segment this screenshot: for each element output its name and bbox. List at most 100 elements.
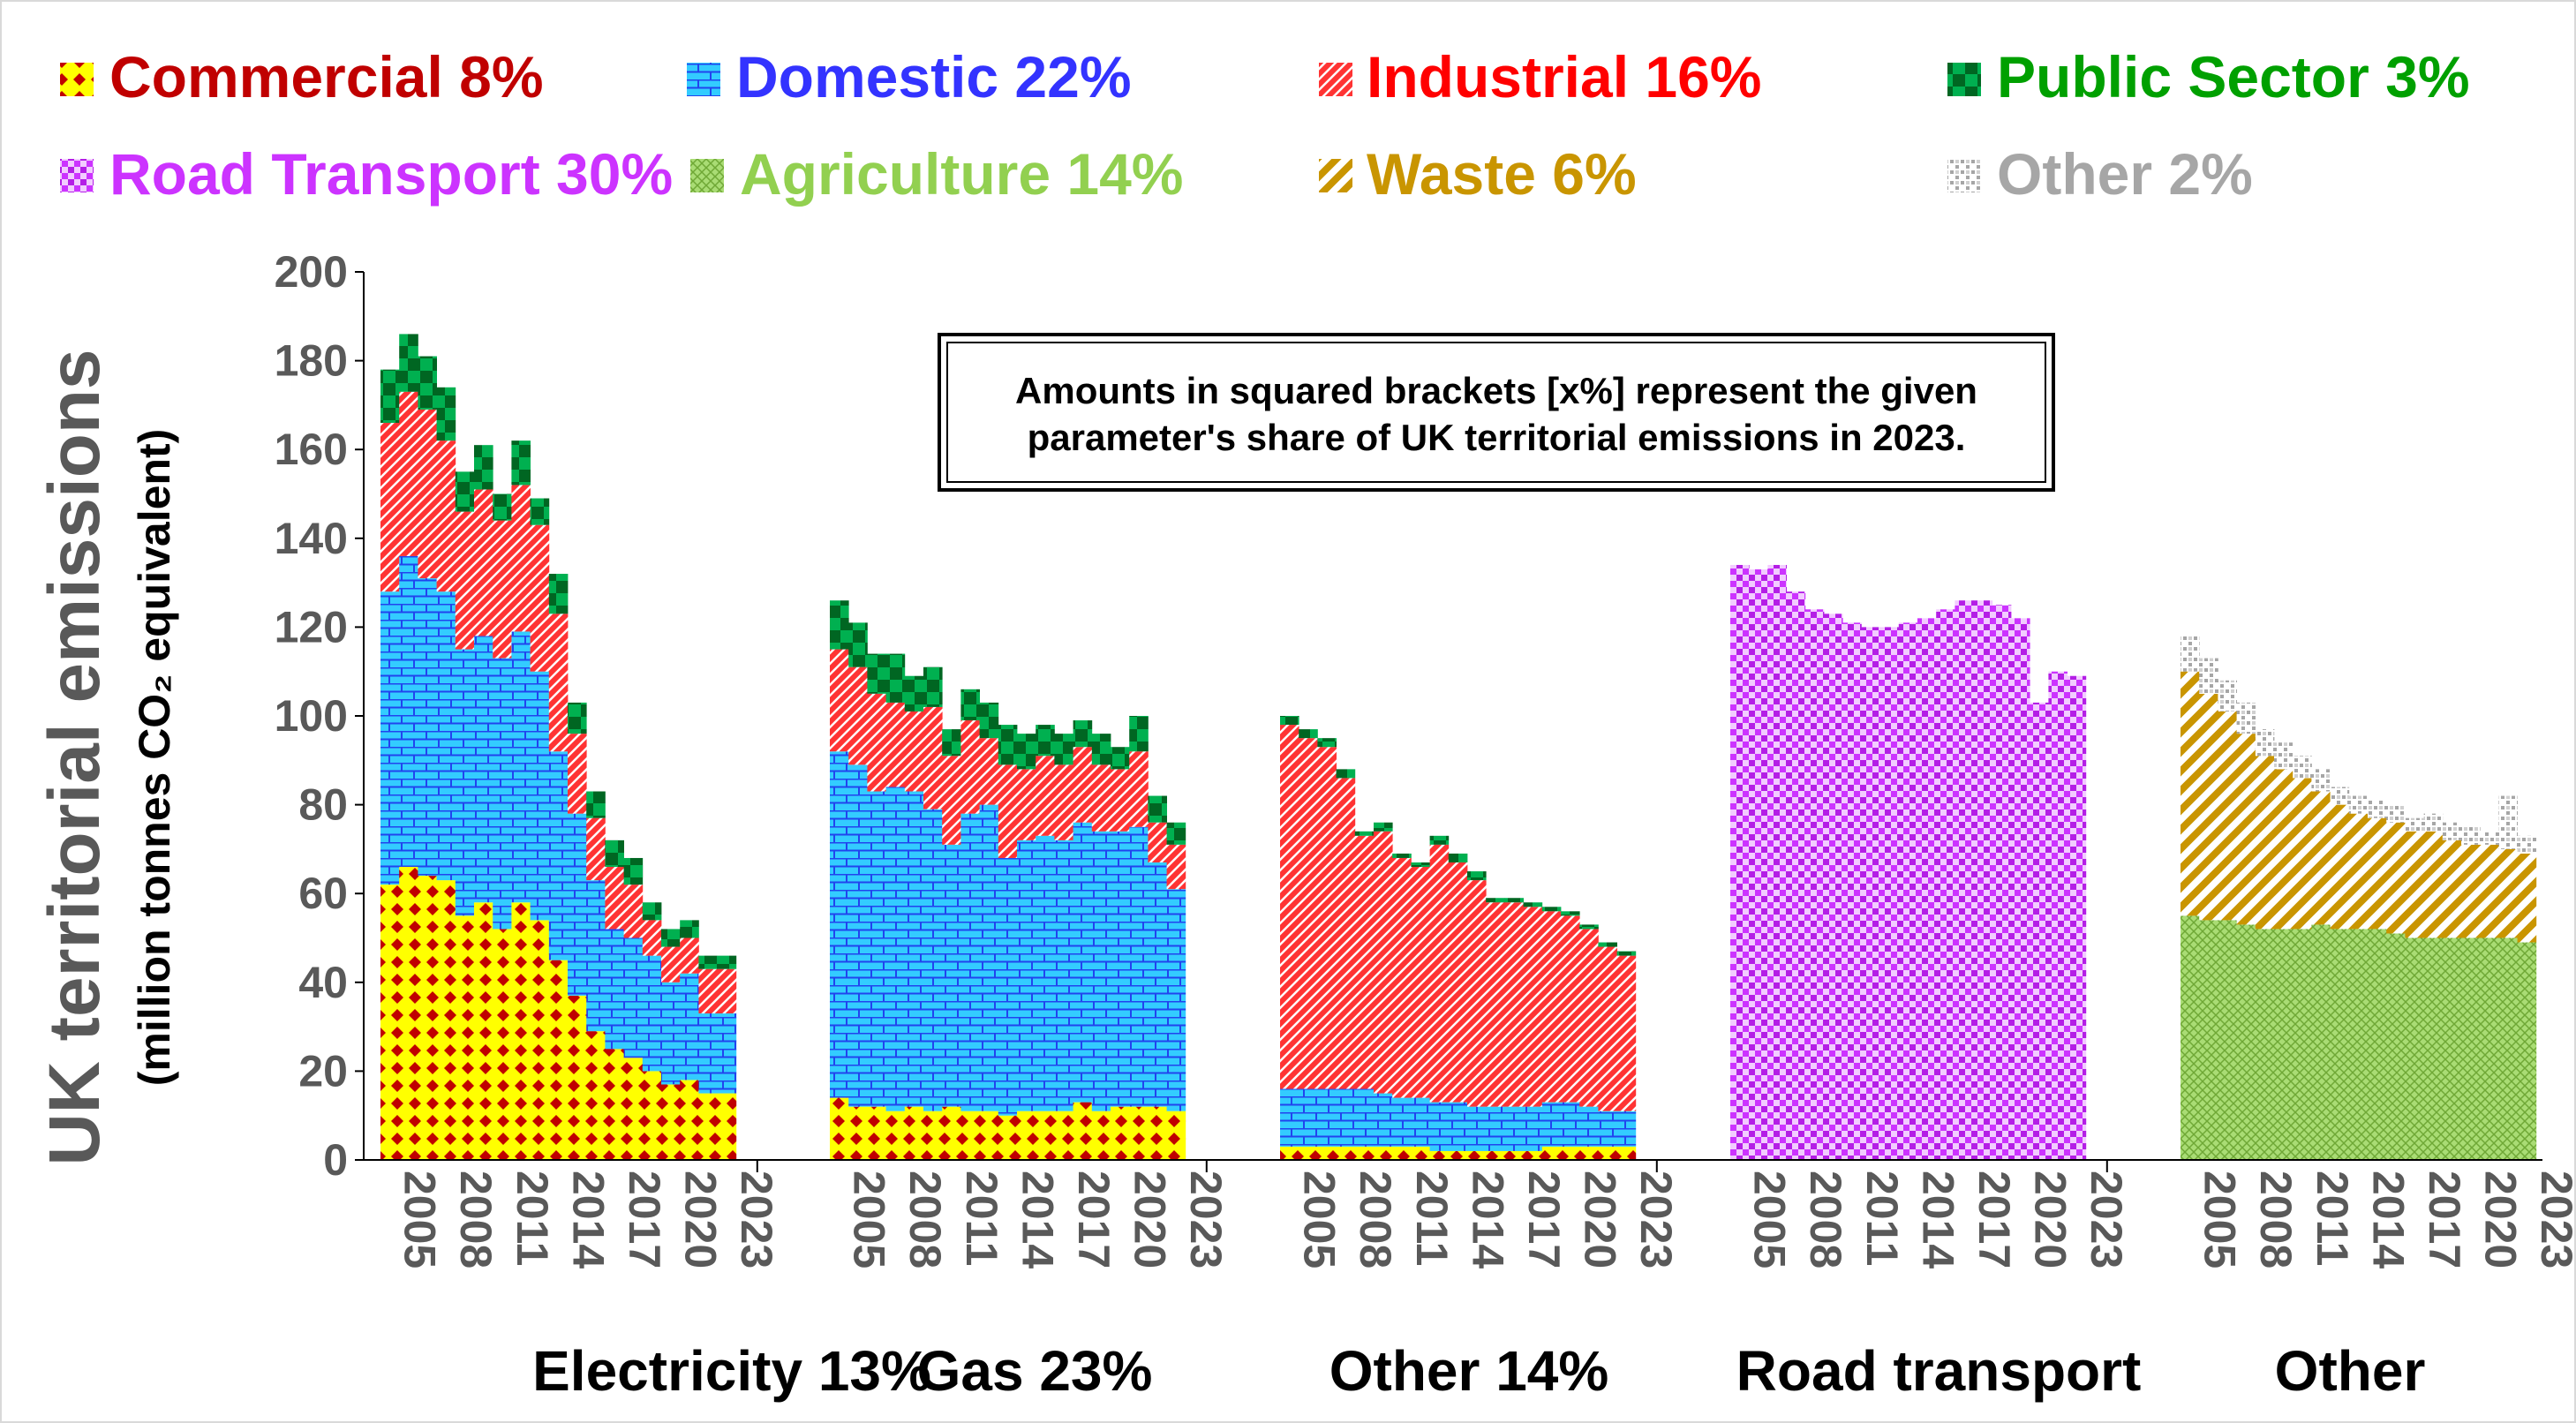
- bar-segment-public: [623, 857, 644, 885]
- bar-segment-public: [904, 675, 924, 712]
- annotation-line-2: parameter's share of UK territorial emis…: [1028, 417, 1966, 458]
- bar-segment-public: [1336, 769, 1356, 779]
- x-tick-label: 2008: [900, 1171, 950, 1269]
- bar-segment-industrial: [605, 867, 624, 930]
- bar-segment-other: [2236, 702, 2256, 734]
- bar-segment-industrial: [1374, 831, 1393, 1094]
- bar-segment-agriculture: [2311, 924, 2331, 1160]
- x-tick-label: 2008: [1351, 1171, 1400, 1269]
- bar-segment-public: [960, 689, 980, 721]
- bar-segment-waste: [2442, 839, 2462, 938]
- bar-segment-industrial: [848, 666, 868, 765]
- bar-segment-industrial: [960, 720, 980, 814]
- bar-segment-domestic: [1036, 835, 1055, 1111]
- x-tick-label: 2005: [2196, 1171, 2245, 1269]
- bar-segment-industrial: [698, 968, 718, 1014]
- bar-segment-industrial: [380, 423, 400, 592]
- bar-segment-public: [680, 920, 699, 938]
- bar-segment-agriculture: [2274, 929, 2294, 1160]
- bar-segment-domestic: [530, 671, 550, 921]
- bar-segment-other: [2199, 658, 2218, 694]
- x-tick-label: 2023: [732, 1171, 781, 1269]
- bar-segment-agriculture: [2423, 937, 2444, 1160]
- bar-segment-commercial: [979, 1111, 999, 1160]
- bar-segment-commercial: [1091, 1111, 1111, 1160]
- bar-segment-industrial: [1486, 902, 1505, 1107]
- bar-segment-commercial: [1429, 1150, 1450, 1160]
- bar-segment-commercial: [399, 867, 418, 1160]
- bar-segment-domestic: [1448, 1102, 1468, 1151]
- bar-segment-public: [586, 791, 606, 818]
- bar-segment-industrial: [436, 440, 456, 592]
- bar-segment-public: [1091, 734, 1111, 765]
- bar-segment-industrial: [867, 693, 886, 792]
- bar-segment-road: [1898, 622, 1918, 1160]
- bar-segment-commercial: [1561, 1146, 1580, 1160]
- bar-segment-domestic: [1598, 1111, 1617, 1147]
- x-tick-label: 2011: [2308, 1171, 2357, 1266]
- x-tick-label: 2017: [1519, 1171, 1569, 1269]
- bar-segment-public: [1486, 898, 1505, 903]
- legend-label-industrial: Industrial 16%: [1367, 44, 1761, 109]
- bar-segment-industrial: [942, 756, 961, 845]
- bar-segment-domestic: [605, 929, 624, 1050]
- bar-segment-domestic: [1091, 831, 1111, 1111]
- bar-segment-industrial: [1523, 907, 1543, 1107]
- x-tick-label: 2005: [395, 1171, 445, 1269]
- bar-segment-domestic: [1579, 1106, 1599, 1147]
- bar-segment-commercial: [904, 1106, 924, 1160]
- bar-segment-waste: [2368, 817, 2387, 930]
- bar-segment-public: [1541, 907, 1562, 912]
- bar-segment-other: [2480, 831, 2499, 845]
- bar-segment-waste: [2423, 831, 2444, 938]
- bar-segment-commercial: [493, 929, 512, 1160]
- bar-segment-industrial: [586, 817, 606, 881]
- legend-item-waste: Waste 6%: [1319, 141, 1637, 207]
- bar-segment-public: [380, 369, 400, 424]
- bar-segment-agriculture: [2218, 920, 2237, 1160]
- bar-segment-industrial: [418, 409, 437, 579]
- bars-layer: 2005 2008 2011 2014 2017 2020 2023Electricity …: [380, 334, 2576, 1403]
- bar-segment-agriculture: [2386, 933, 2406, 1160]
- bar-segment-industrial: [511, 485, 531, 632]
- bar-segment-industrial: [885, 702, 906, 787]
- bar-segment-public: [1448, 853, 1468, 862]
- y-tick-label: 80: [298, 780, 348, 830]
- bar-segment-public: [830, 600, 849, 650]
- bar-segment-domestic: [1467, 1106, 1487, 1151]
- bar-segment-waste: [2348, 813, 2369, 930]
- bar-segment-waste: [2311, 791, 2331, 925]
- x-tick-label: 2014: [1913, 1171, 1962, 1269]
- bar-segment-industrial: [455, 511, 475, 650]
- bar-segment-public: [867, 653, 886, 694]
- legend-item-commercial: Commercial 8%: [60, 44, 544, 109]
- bar-segment-public: [1467, 871, 1487, 881]
- bar-segment-public: [698, 955, 718, 969]
- bar-segment-domestic: [848, 764, 868, 1107]
- bar-segment-commercial: [1354, 1146, 1375, 1160]
- bar-segment-public: [418, 356, 437, 410]
- bar-segment-commercial: [455, 915, 475, 1160]
- bar-group: 2005 2008 2011 2014 2017 2020 2023 Road transpo…: [1730, 564, 2141, 1403]
- bar-segment-commercial: [1148, 1106, 1167, 1160]
- bar-segment-industrial: [1411, 867, 1430, 1098]
- bar-segment-domestic: [1166, 889, 1186, 1111]
- bar-segment-industrial: [1541, 911, 1562, 1103]
- bar-segment-industrial: [1091, 764, 1111, 832]
- bar-segment-industrial: [904, 711, 924, 792]
- bar-segment-industrial: [1354, 835, 1375, 1089]
- legend-label-other: Other 2%: [1997, 141, 2253, 207]
- bar-segment-other: [2348, 795, 2369, 814]
- bar-segment-domestic: [1523, 1106, 1543, 1151]
- bar-segment-commercial: [1111, 1106, 1130, 1160]
- bar-segment-commercial: [717, 1093, 737, 1160]
- bar-segment-domestic: [418, 578, 437, 877]
- x-tick-label: 2023: [1631, 1171, 1681, 1269]
- bar-segment-domestic: [830, 751, 849, 1098]
- bar-segment-industrial: [623, 885, 644, 938]
- bar-segment-other: [2274, 742, 2294, 770]
- bar-segment-commercial: [661, 1084, 681, 1160]
- group-label: Other: [2275, 1339, 2426, 1403]
- bar-segment-road: [1767, 564, 1787, 1160]
- bar-segment-commercial: [1392, 1146, 1412, 1160]
